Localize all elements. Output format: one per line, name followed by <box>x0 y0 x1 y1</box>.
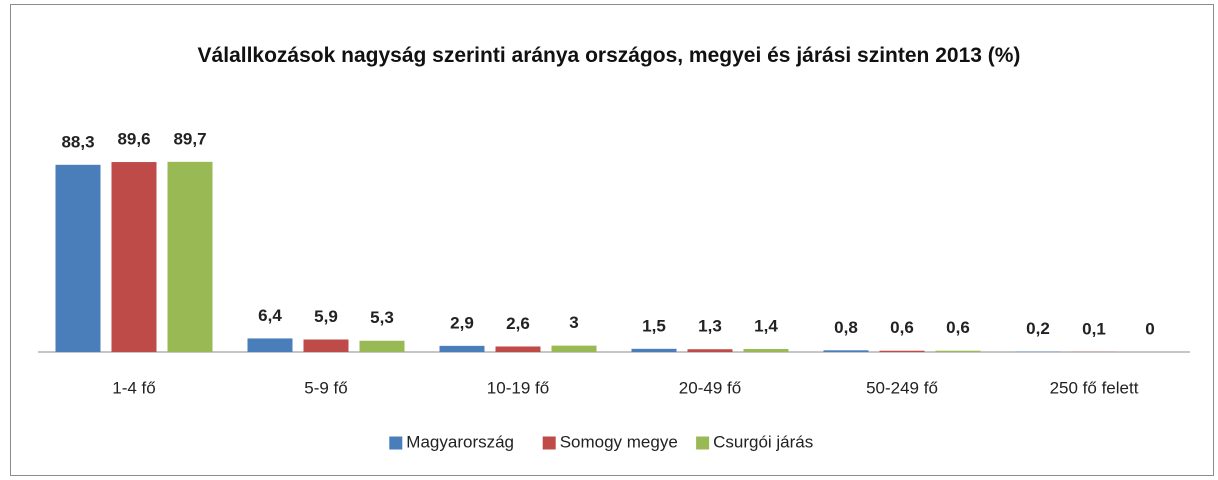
value-label: 2,6 <box>506 314 530 333</box>
legend-label: Magyarország <box>406 432 514 451</box>
chart-title: Válallkozások nagyság szerinti aránya or… <box>197 44 1021 67</box>
legend-label: Somogy megye <box>560 432 678 451</box>
x-tick-label: 1-4 fő <box>112 378 155 397</box>
bar <box>935 350 981 352</box>
chart-frame <box>10 4 1214 476</box>
value-label: 1,5 <box>642 316 666 335</box>
value-label: 0 <box>1145 319 1154 338</box>
value-label: 3 <box>569 313 578 332</box>
value-label: 1,4 <box>754 317 778 336</box>
bar <box>495 346 541 352</box>
legend-swatch <box>696 436 710 450</box>
bar <box>551 345 597 352</box>
bar <box>167 161 213 352</box>
value-label: 1,3 <box>698 317 722 336</box>
value-label: 0,1 <box>1082 319 1106 338</box>
value-label: 6,4 <box>258 306 282 325</box>
bar <box>111 162 157 352</box>
legend-swatch <box>542 436 556 450</box>
value-label: 89,7 <box>173 129 206 148</box>
value-label: 0,6 <box>946 318 970 337</box>
x-tick-label: 50-249 fő <box>866 378 938 397</box>
bar <box>247 338 293 352</box>
legend-label: Csurgói járás <box>713 432 813 451</box>
value-label: 2,9 <box>450 313 474 332</box>
value-label: 88,3 <box>61 132 94 151</box>
legend-swatch <box>389 436 403 450</box>
value-label: 5,3 <box>370 308 394 327</box>
x-tick-label: 20-49 fő <box>679 378 741 397</box>
value-label: 5,9 <box>314 307 338 326</box>
bar <box>879 350 925 352</box>
bar <box>631 348 677 352</box>
x-tick-label: 10-19 fő <box>487 378 549 397</box>
value-label: 89,6 <box>117 130 150 149</box>
bar <box>439 345 485 352</box>
bar <box>359 340 405 352</box>
x-tick-label: 250 fő felett <box>1050 378 1139 397</box>
value-label: 0,8 <box>834 318 858 337</box>
bar <box>687 349 733 352</box>
bar <box>743 349 789 352</box>
value-label: 0,6 <box>890 318 914 337</box>
x-tick-label: 5-9 fő <box>304 378 347 397</box>
value-label: 0,2 <box>1026 319 1050 338</box>
bar <box>823 350 869 352</box>
bar <box>55 164 101 352</box>
bar <box>303 339 349 352</box>
